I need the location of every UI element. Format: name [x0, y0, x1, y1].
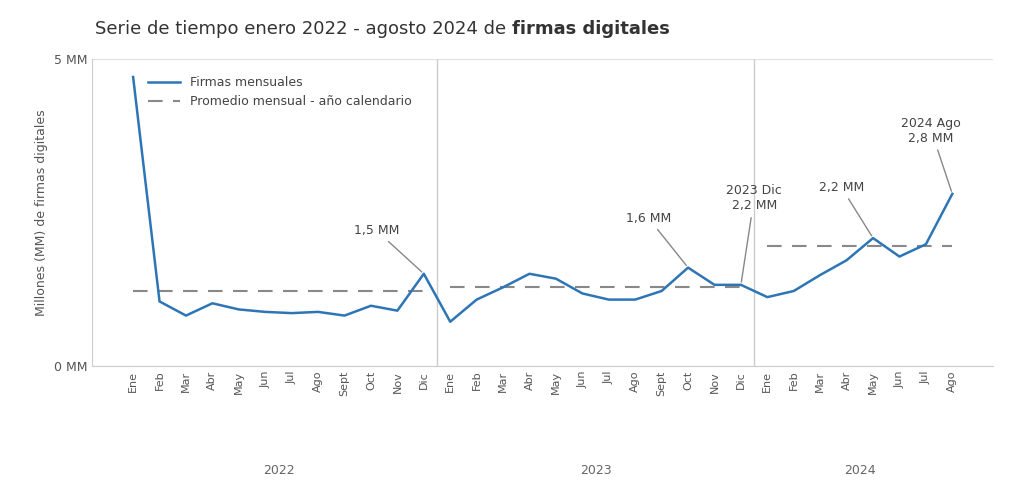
- Text: 2023: 2023: [580, 465, 611, 477]
- Text: Serie de tiempo enero 2022 - agosto 2024 de: Serie de tiempo enero 2022 - agosto 2024…: [95, 20, 512, 38]
- Text: 2024 Ago
2,8 MM: 2024 Ago 2,8 MM: [901, 117, 962, 191]
- Text: 2,2 MM: 2,2 MM: [819, 181, 871, 236]
- Legend: Firmas mensuales, Promedio mensual - año calendario: Firmas mensuales, Promedio mensual - año…: [143, 71, 417, 113]
- Text: 2024: 2024: [844, 465, 876, 477]
- Text: 1,5 MM: 1,5 MM: [353, 224, 422, 272]
- Text: firmas digitales: firmas digitales: [512, 20, 670, 38]
- Text: 2023 Dic
2,2 MM: 2023 Dic 2,2 MM: [726, 184, 782, 282]
- Text: 1,6 MM: 1,6 MM: [626, 211, 686, 265]
- Text: 2022: 2022: [262, 465, 294, 477]
- Y-axis label: Millones (MM) de firmas digitales: Millones (MM) de firmas digitales: [35, 109, 48, 316]
